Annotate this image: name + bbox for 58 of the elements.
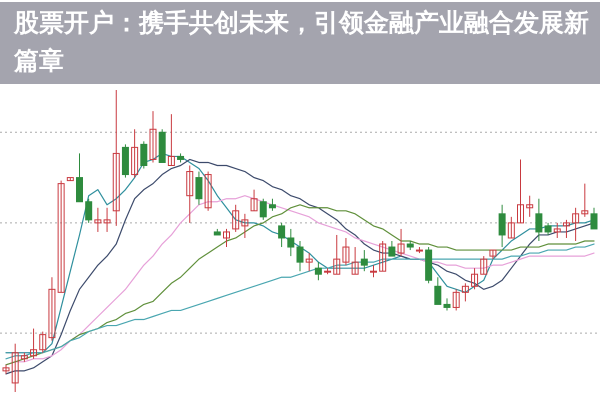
candlestick [195,171,202,206]
candlestick [186,165,194,224]
candlestick [434,276,442,305]
candlestick [370,264,377,278]
candlestick [489,250,496,260]
candlestick [333,234,340,275]
candlestick [398,228,405,257]
candlestick [388,240,396,257]
candlestick [452,288,460,311]
candlestick [526,195,534,218]
candlestick [250,189,258,212]
candlestick [480,256,488,275]
candlestick [48,276,56,342]
candlestick [2,364,10,374]
candlestick [498,204,506,248]
candlestick [590,207,598,230]
candlestick [554,222,561,238]
candlestick [444,298,450,311]
candlestick [406,240,414,251]
candlestick [379,240,386,272]
candlestick [581,183,588,218]
candlestick [12,343,19,392]
candlestick [131,128,138,178]
candlestick [352,246,359,275]
candlestick [278,222,286,248]
candlestick [150,110,156,163]
candlestick [471,268,478,290]
candlestick [85,198,92,224]
candlestick [140,140,148,170]
candlestick [342,237,350,266]
candlestick [544,222,552,236]
candlestick [58,180,65,293]
candlestick [360,250,368,272]
candlestick [572,207,580,242]
candlestick [314,262,322,281]
candlestick [112,90,120,226]
candlestick [260,198,267,220]
candlestick [30,328,38,360]
candlestick [177,152,184,163]
candlestick [517,158,524,224]
candlestick [241,213,248,238]
candlestick [562,219,570,238]
candlestick [39,331,46,354]
candlestick [104,207,111,232]
chart-title: 股票开户：携手共创未来，引领金融产业融合发展新篇章 [14,7,589,77]
candlestick [223,228,230,248]
candlestick [306,252,313,272]
candlestick [20,352,28,362]
candlestick [204,171,212,212]
candlestick [462,282,469,302]
candlestick [232,204,240,232]
candlestick [168,114,175,166]
candlestick [296,240,304,272]
candlestick [94,207,102,232]
candlestick [287,228,294,257]
candlestick [268,198,276,212]
candlestick [508,216,515,238]
candlestick [535,198,542,242]
